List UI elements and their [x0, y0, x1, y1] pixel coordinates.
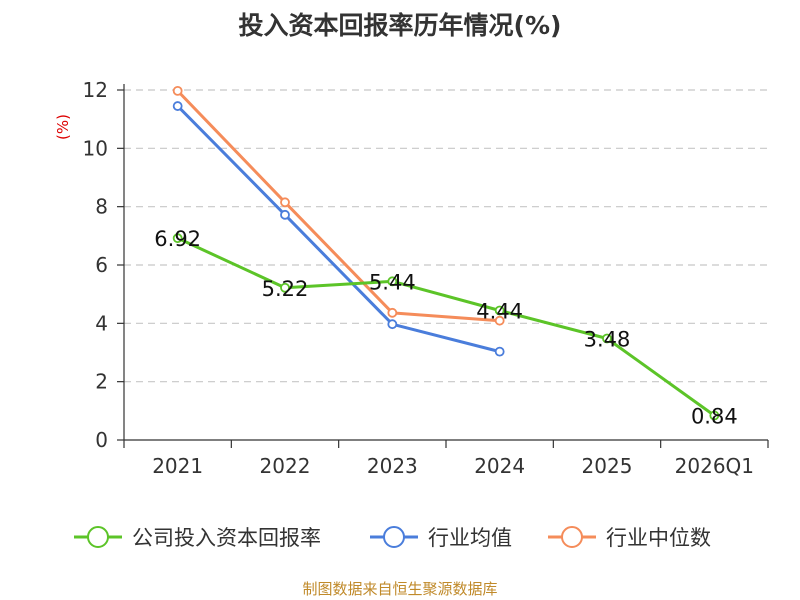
x-tick-label: 2026Q1	[675, 454, 754, 478]
y-tick-label: 8	[95, 195, 108, 219]
legend: 公司投入资本回报率 行业均值 行业中位数	[74, 526, 711, 550]
x-tick-label: 2023	[367, 454, 418, 478]
y-tick-label: 2	[95, 370, 108, 394]
series-point-0	[494, 305, 505, 316]
series-point-2	[387, 307, 398, 318]
legend-marker-1	[383, 526, 405, 548]
series-point-1	[494, 346, 505, 357]
data-labels: 6.92 5.22 5.44 4.44 3.48 0.84	[154, 227, 737, 428]
series-line-2	[176, 89, 502, 323]
x-tick-label: 2021	[152, 454, 203, 478]
series-point-2	[172, 85, 183, 96]
y-tick-label: 10	[83, 136, 108, 160]
series-point-0	[602, 333, 612, 344]
series-line-0	[176, 236, 716, 417]
data-label: 3.48	[584, 328, 631, 352]
legend-marker-2	[561, 526, 583, 548]
y-tick-label: 0	[95, 428, 108, 452]
y-tick-label: 6	[95, 253, 108, 277]
series-point-0	[387, 276, 398, 287]
series-lines	[172, 85, 720, 421]
series-point-1	[172, 101, 183, 111]
series-point-2	[494, 315, 505, 326]
series-point-1	[280, 209, 290, 220]
legend-label-1: 行业均值	[428, 526, 512, 550]
series-point-0	[280, 282, 290, 293]
y-tick-label: 12	[83, 78, 108, 102]
data-label: 0.84	[691, 405, 738, 429]
data-label: 5.22	[262, 277, 309, 301]
series-point-1	[387, 319, 398, 330]
y-tick-label: 4	[95, 311, 108, 335]
series-point-0	[709, 410, 720, 421]
x-tick-label: 2025	[582, 454, 633, 478]
legend-marker-0	[87, 526, 109, 548]
series-point-0	[172, 233, 183, 244]
axes: 0 2 4 6 8 10 12 2021 2022 2023 2024 2025 2026Q1	[83, 78, 769, 478]
data-label: 4.44	[476, 300, 523, 324]
legend-label-2: 行业中位数	[606, 526, 711, 550]
data-label: 6.92	[154, 227, 201, 251]
chart-title: 投入资本回报率历年情况(%)	[238, 11, 562, 40]
y-axis-label: (%)	[54, 114, 72, 140]
series-point-2	[280, 197, 290, 208]
legend-label-0: 公司投入资本回报率	[132, 526, 321, 550]
source-note: 制图数据来自恒生聚源数据库	[302, 580, 498, 598]
x-tick-label: 2024	[474, 454, 525, 478]
series-line-1	[176, 104, 502, 354]
x-tick-label: 2022	[260, 454, 311, 478]
data-label: 5.44	[369, 270, 416, 294]
